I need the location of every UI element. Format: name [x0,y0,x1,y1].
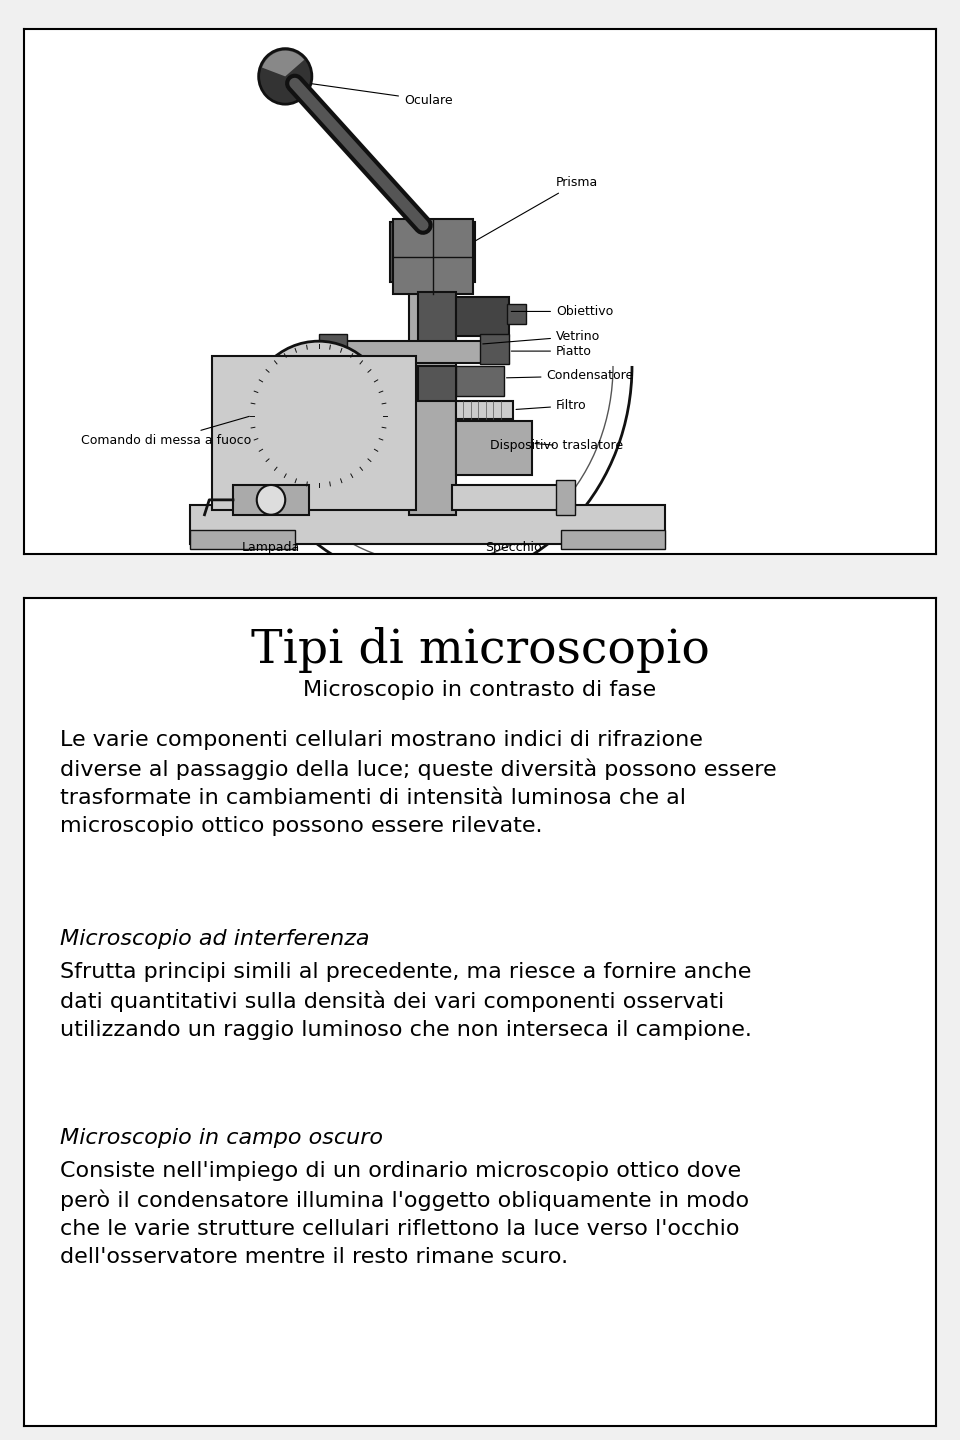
Bar [556,480,575,514]
Text: Microscopio ad interferenza: Microscopio ad interferenza [60,929,370,949]
Bar [233,485,309,514]
Bar [319,334,347,364]
Bar [212,356,417,510]
Text: Le varie componenti cellulari mostrano indici di rifrazione
diverse al passaggio: Le varie componenti cellulari mostrano i… [60,730,777,837]
Bar [393,219,473,294]
Circle shape [311,408,326,423]
Text: Microscopio in campo oscuro: Microscopio in campo oscuro [60,1128,383,1148]
Text: Oculare: Oculare [312,84,452,107]
Text: Filtro: Filtro [516,399,587,412]
Text: Vetrino: Vetrino [483,330,600,344]
Text: Piatto: Piatto [512,344,592,357]
Text: Tipi di microscopio: Tipi di microscopio [251,626,709,672]
Bar [480,334,509,364]
Bar [507,304,525,324]
Circle shape [271,366,366,465]
Bar [419,366,456,400]
Bar [456,297,509,336]
Text: Dispositivo traslatore: Dispositivo traslatore [490,439,623,452]
Circle shape [248,341,390,490]
Text: Microscopio in contrasto di fase: Microscopio in contrasto di fase [303,680,657,700]
Bar [190,530,295,550]
Text: Condensatore: Condensatore [507,370,634,383]
Text: Lampada: Lampada [242,541,300,554]
Wedge shape [262,50,304,76]
Bar [419,291,456,351]
Bar [456,420,532,475]
Bar [451,485,575,510]
Text: Obiettivo: Obiettivo [512,305,613,318]
Circle shape [256,485,285,514]
Text: Consiste nell'impiego di un ordinario microscopio ottico dove
però il condensato: Consiste nell'impiego di un ordinario mi… [60,1161,750,1267]
Bar [456,366,504,396]
Circle shape [258,49,312,104]
Text: Prisma: Prisma [476,176,598,240]
Bar [409,228,456,514]
Bar [456,400,514,419]
Text: Comando di messa a fuoco: Comando di messa a fuoco [81,416,252,446]
Text: Sfrutta principi simili al precedente, ma riesce a fornire anche
dati quantitati: Sfrutta principi simili al precedente, m… [60,962,753,1040]
Bar [190,505,665,544]
Bar [561,530,665,550]
Circle shape [295,390,343,441]
Bar [319,341,509,363]
Bar [390,222,475,282]
Text: Specchio: Specchio [485,541,541,554]
